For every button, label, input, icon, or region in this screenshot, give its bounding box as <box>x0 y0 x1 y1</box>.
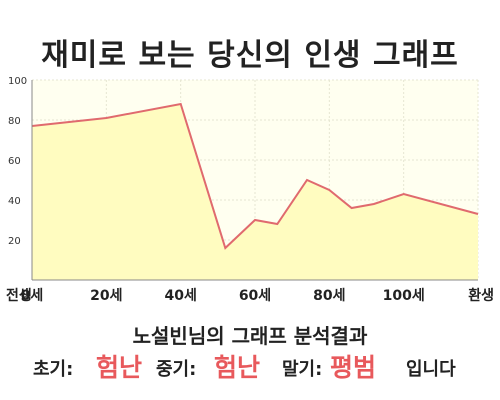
x-tick-label: 환생 <box>468 287 494 304</box>
late-stage-value: 평범 <box>330 353 377 382</box>
x-tick-label: 0세 <box>21 288 44 304</box>
early-stage-label: 초기: <box>33 359 74 380</box>
mid-stage-label: 중기: <box>156 359 197 380</box>
y-tick-label: 100 <box>8 76 27 87</box>
early-stage-value: 험난 <box>96 353 143 382</box>
x-tick-label: 40세 <box>164 288 196 304</box>
result-heading: 노설빈님의 그래프 분석결과 <box>132 324 368 348</box>
y-tick-label: 60 <box>8 156 21 167</box>
y-tick-label: 40 <box>8 196 21 207</box>
y-axis-ticks: 20 40 60 80 100 <box>8 76 27 247</box>
x-tick-label: 100세 <box>383 288 425 304</box>
page-title: 재미로 보는 당신의 인생 그래프 <box>41 38 459 73</box>
x-tick-label: 80세 <box>313 288 345 304</box>
mid-stage-value: 험난 <box>214 353 261 382</box>
y-tick-label: 80 <box>8 116 21 127</box>
y-tick-label: 20 <box>8 236 21 247</box>
x-tick-label: 60세 <box>239 288 271 304</box>
life-area-fill <box>32 104 478 280</box>
result-summary: 초기: 험난 중기: 험난 말기: 평범 입니다 <box>0 346 500 382</box>
result-suffix: 입니다 <box>406 359 456 380</box>
late-stage-label: 말기: <box>282 359 323 380</box>
life-line-series <box>31 102 479 250</box>
x-tick-label: 전생 <box>6 287 32 304</box>
x-tick-label: 20세 <box>90 288 122 304</box>
